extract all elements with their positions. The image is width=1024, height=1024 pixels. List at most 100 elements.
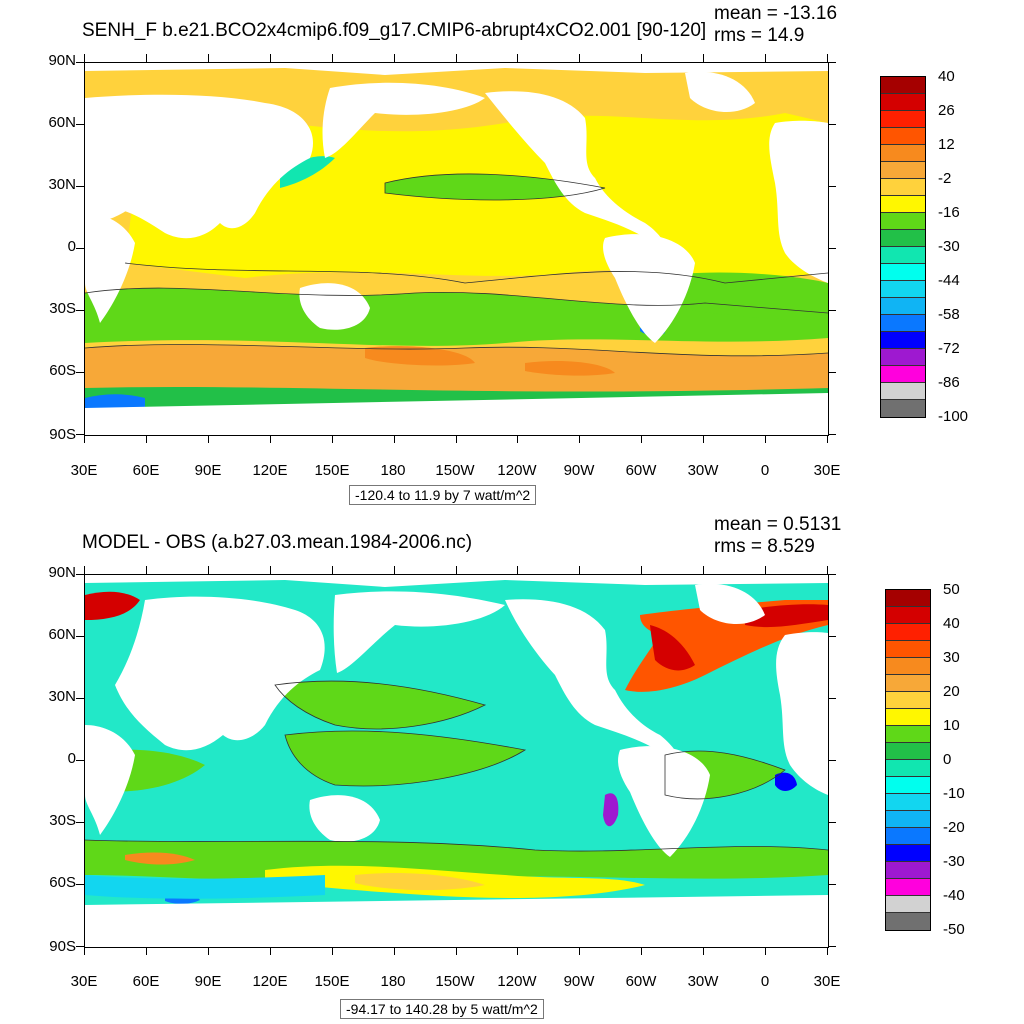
axis-tick bbox=[828, 372, 836, 373]
ocean-field bbox=[775, 772, 797, 791]
colorbar-swatch bbox=[881, 400, 925, 417]
colorbar-swatch bbox=[881, 281, 925, 298]
contour-line bbox=[85, 344, 828, 357]
axis-tick bbox=[394, 54, 395, 62]
axis-tick bbox=[827, 566, 828, 574]
axis-tick bbox=[84, 566, 85, 574]
colorbar-label: -100 bbox=[938, 408, 969, 425]
colorbar-swatch bbox=[881, 315, 925, 332]
axis-tick bbox=[579, 54, 580, 62]
ocean-field bbox=[85, 394, 145, 408]
colorbar-swatch bbox=[881, 298, 925, 315]
colorbar-label: -30 bbox=[938, 238, 960, 255]
colorbar-label: 20 bbox=[943, 683, 960, 700]
colorbar-swatch bbox=[886, 879, 930, 896]
contour-line bbox=[274, 680, 487, 730]
land-mask bbox=[769, 120, 828, 284]
colorbar-label: -20 bbox=[943, 819, 965, 836]
colorbar-label: -10 bbox=[943, 785, 965, 802]
ocean-field bbox=[650, 625, 695, 671]
colorbar-swatch bbox=[886, 777, 930, 794]
axis-tick bbox=[579, 947, 580, 955]
axis-tick bbox=[76, 62, 84, 63]
contour-map bbox=[85, 63, 828, 435]
land-mask bbox=[485, 91, 667, 253]
contour-map bbox=[85, 575, 828, 947]
contour-line bbox=[124, 262, 828, 284]
axis-tick bbox=[76, 946, 84, 947]
axis-tick bbox=[641, 435, 642, 443]
axis-tick bbox=[765, 566, 766, 574]
axis-tick bbox=[76, 698, 84, 699]
colorbar-label: 26 bbox=[938, 102, 955, 119]
colorbar-label: 50 bbox=[943, 581, 960, 598]
lon-label: 30W bbox=[687, 462, 719, 479]
colorbar-label: 10 bbox=[943, 717, 960, 734]
lon-label: 150E bbox=[314, 462, 350, 479]
axis-tick bbox=[828, 698, 836, 699]
colorbar-label: 0 bbox=[943, 751, 952, 768]
lon-label: 30E bbox=[813, 462, 841, 479]
bottom-map-panel: MODEL - OBS (a.b27.03.mean.1984-2006.nc)… bbox=[0, 512, 1024, 1024]
lon-label: 30W bbox=[687, 973, 719, 990]
colorbar bbox=[885, 589, 931, 931]
axis-tick bbox=[394, 566, 395, 574]
axis-tick bbox=[828, 124, 836, 125]
axis-tick bbox=[579, 566, 580, 574]
map-plot-area bbox=[84, 574, 829, 948]
axis-tick bbox=[517, 566, 518, 574]
axis-tick bbox=[76, 248, 84, 249]
colorbar-swatch bbox=[881, 332, 925, 349]
colorbar-label: -16 bbox=[938, 204, 960, 221]
lon-label: 60E bbox=[132, 973, 160, 990]
axis-tick bbox=[827, 435, 828, 443]
colorbar-label: -44 bbox=[938, 272, 960, 289]
colorbar-swatch bbox=[886, 675, 930, 692]
axis-tick bbox=[641, 54, 642, 62]
land-mask bbox=[309, 795, 380, 842]
axis-tick bbox=[208, 54, 209, 62]
axis-tick bbox=[394, 947, 395, 955]
axis-tick bbox=[146, 54, 147, 62]
land-mask bbox=[685, 71, 755, 113]
colorbar-swatch bbox=[886, 709, 930, 726]
colorbar-swatch bbox=[886, 845, 930, 862]
axis-tick bbox=[76, 822, 84, 823]
mean-value: mean = 0.5131 bbox=[714, 514, 842, 535]
colorbar-label: -86 bbox=[938, 374, 960, 391]
axis-tick bbox=[517, 435, 518, 443]
axis-tick bbox=[828, 574, 836, 575]
colorbar-swatch bbox=[881, 111, 925, 128]
colorbar-swatch bbox=[886, 692, 930, 709]
mean-value: mean = -13.16 bbox=[714, 3, 838, 24]
ocean-field bbox=[745, 604, 828, 628]
colorbar-label: -50 bbox=[943, 921, 965, 938]
land-mask bbox=[776, 632, 828, 795]
contour-line bbox=[384, 173, 606, 201]
axis-tick bbox=[828, 636, 836, 637]
colorbar-swatch bbox=[886, 624, 930, 641]
ocean-field bbox=[525, 361, 615, 376]
colorbar-swatch bbox=[886, 760, 930, 777]
axis-tick bbox=[270, 54, 271, 62]
lat-label: 30N bbox=[48, 688, 76, 705]
colorbar-label: -30 bbox=[943, 853, 965, 870]
contour-info-box: -94.17 to 140.28 by 5 watt/m^2 bbox=[340, 999, 544, 1019]
colorbar-swatch bbox=[881, 196, 925, 213]
map-plot-area bbox=[84, 62, 829, 436]
ocean-field bbox=[355, 873, 485, 891]
lat-label: 30N bbox=[48, 176, 76, 193]
colorbar-swatch bbox=[881, 128, 925, 145]
axis-tick bbox=[517, 947, 518, 955]
axis-tick bbox=[765, 947, 766, 955]
colorbar-label: 40 bbox=[938, 68, 955, 85]
lon-label: 30E bbox=[70, 973, 98, 990]
axis-tick bbox=[208, 947, 209, 955]
axis-tick bbox=[828, 946, 836, 947]
rms-value: rms = 14.9 bbox=[714, 25, 805, 46]
colorbar-swatch bbox=[881, 264, 925, 281]
ocean-field bbox=[125, 852, 195, 865]
axis-tick bbox=[703, 435, 704, 443]
lat-label: 60S bbox=[49, 874, 76, 891]
colorbar-swatch bbox=[886, 658, 930, 675]
